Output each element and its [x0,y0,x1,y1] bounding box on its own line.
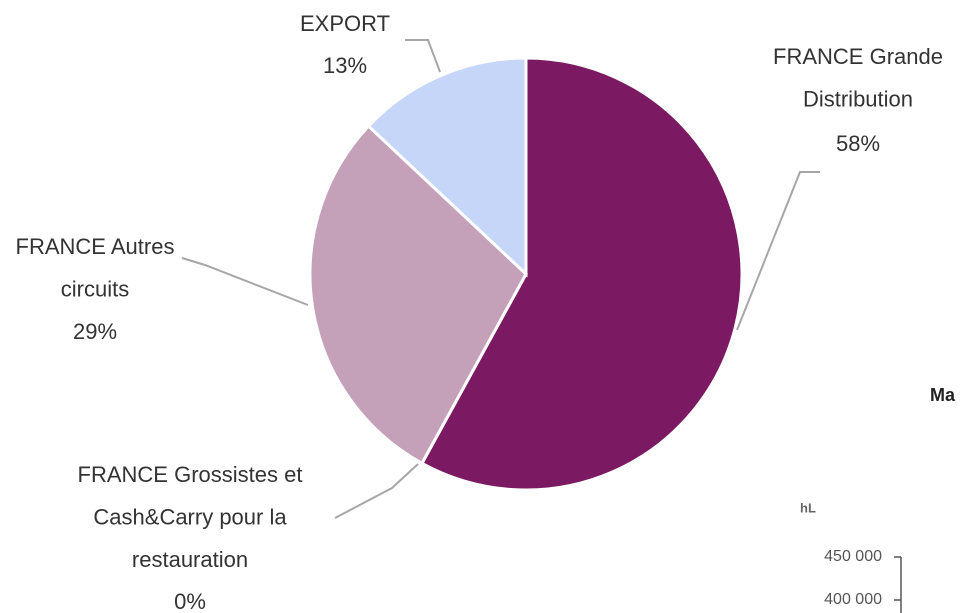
slice-value-label: 58% [836,131,880,156]
chart-title: Ma [930,385,956,405]
slice-value-label: 13% [323,53,367,78]
y-tick-label: 400 000 [824,591,882,608]
leader-line [334,463,419,519]
slice-value-label: 29% [73,319,117,344]
slice-label: FRANCE Grossistes et Cash&Carry pour la re… [78,462,303,572]
leader-line [405,39,441,73]
slice-label: FRANCE Autres circuits [16,234,175,302]
y-tick-label: 450 000 [824,548,882,565]
slice-label: FRANCE Grande Distribution [773,44,943,112]
leader-line [736,171,820,331]
leader-line [181,257,309,306]
slice-label: EXPORT [300,11,390,36]
slice-value-label: 0% [174,589,206,613]
pie-slice [366,56,528,278]
y-axis-label: hL [800,500,816,515]
pie-slice [419,56,744,492]
pie-slice [308,124,528,466]
